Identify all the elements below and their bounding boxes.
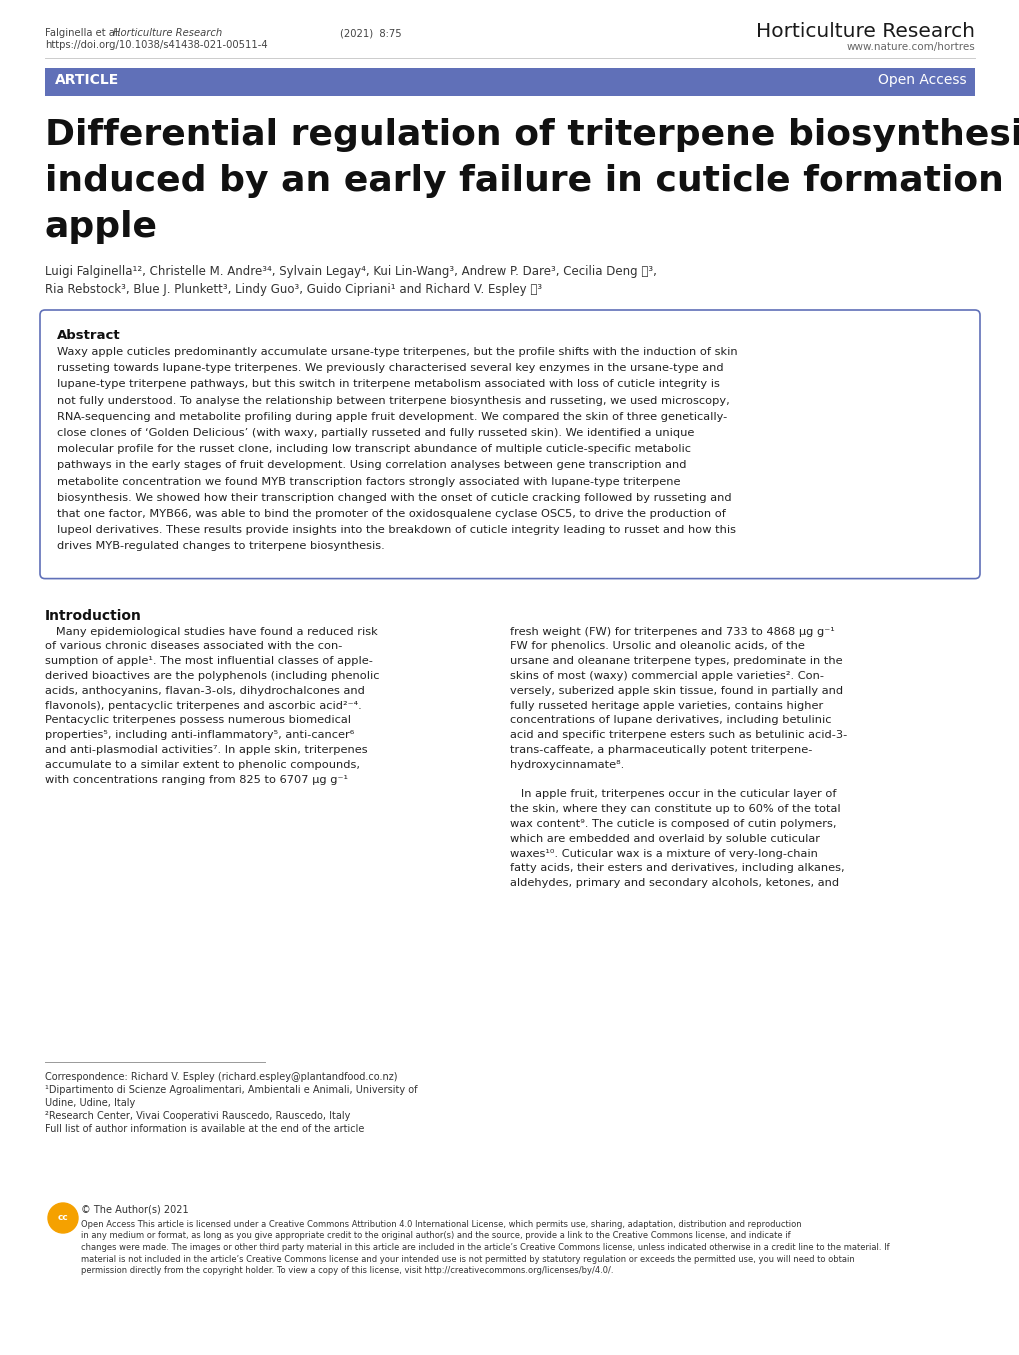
Text: russeting towards lupane-type triterpenes. We previously characterised several k: russeting towards lupane-type triterpene… xyxy=(57,363,722,373)
Text: ursane and oleanane triterpene types, predominate in the: ursane and oleanane triterpene types, pr… xyxy=(510,656,842,667)
Text: ARTICLE: ARTICLE xyxy=(55,73,119,87)
Text: Introduction: Introduction xyxy=(45,608,142,622)
Text: concentrations of lupane derivatives, including betulinic: concentrations of lupane derivatives, in… xyxy=(510,715,830,725)
Text: Differential regulation of triterpene biosynthesis: Differential regulation of triterpene bi… xyxy=(45,118,1019,152)
Text: which are embedded and overlaid by soluble cuticular: which are embedded and overlaid by solub… xyxy=(510,833,819,844)
Text: derived bioactives are the polyphenols (including phenolic: derived bioactives are the polyphenols (… xyxy=(45,671,379,682)
Text: versely, suberized apple skin tissue, found in partially and: versely, suberized apple skin tissue, fo… xyxy=(510,686,843,696)
Text: flavonols), pentacyclic triterpenes and ascorbic acid²⁻⁴.: flavonols), pentacyclic triterpenes and … xyxy=(45,701,362,710)
Text: permission directly from the copyright holder. To view a copy of this license, v: permission directly from the copyright h… xyxy=(81,1266,612,1275)
Text: changes were made. The images or other third party material in this article are : changes were made. The images or other t… xyxy=(81,1243,889,1252)
Text: material is not included in the article’s Creative Commons license and your inte: material is not included in the article’… xyxy=(81,1255,854,1263)
Text: fatty acids, their esters and derivatives, including alkanes,: fatty acids, their esters and derivative… xyxy=(510,863,844,874)
Text: biosynthesis. We showed how their transcription changed with the onset of cuticl: biosynthesis. We showed how their transc… xyxy=(57,493,731,503)
Text: Waxy apple cuticles predominantly accumulate ursane-type triterpenes, but the pr: Waxy apple cuticles predominantly accumu… xyxy=(57,347,737,356)
Text: drives MYB-regulated changes to triterpene biosynthesis.: drives MYB-regulated changes to triterpe… xyxy=(57,542,384,551)
Text: In apple fruit, triterpenes occur in the cuticular layer of: In apple fruit, triterpenes occur in the… xyxy=(510,790,836,799)
Text: close clones of ‘Golden Delicious’ (with waxy, partially russeted and fully russ: close clones of ‘Golden Delicious’ (with… xyxy=(57,428,694,438)
Text: acids, anthocyanins, flavan-3-ols, dihydrochalcones and: acids, anthocyanins, flavan-3-ols, dihyd… xyxy=(45,686,365,696)
Text: and anti-plasmodial activities⁷. In apple skin, triterpenes: and anti-plasmodial activities⁷. In appl… xyxy=(45,745,367,755)
Text: Open Access This article is licensed under a Creative Commons Attribution 4.0 In: Open Access This article is licensed und… xyxy=(81,1220,801,1229)
Text: Horticulture Research: Horticulture Research xyxy=(113,28,222,38)
Text: Pentacyclic triterpenes possess numerous biomedical: Pentacyclic triterpenes possess numerous… xyxy=(45,715,351,725)
Text: wax content⁹. The cuticle is composed of cutin polymers,: wax content⁹. The cuticle is composed of… xyxy=(510,818,836,829)
Text: Full list of author information is available at the end of the article: Full list of author information is avail… xyxy=(45,1125,364,1134)
Text: Correspondence: Richard V. Espley (richard.espley@plantandfood.co.nz): Correspondence: Richard V. Espley (richa… xyxy=(45,1072,397,1083)
Text: that one factor, MYB66, was able to bind the promoter of the oxidosqualene cycla: that one factor, MYB66, was able to bind… xyxy=(57,509,726,519)
Text: aldehydes, primary and secondary alcohols, ketones, and: aldehydes, primary and secondary alcohol… xyxy=(510,878,839,888)
Text: Many epidemiological studies have found a reduced risk: Many epidemiological studies have found … xyxy=(45,626,377,637)
Text: hydroxycinnamate⁸.: hydroxycinnamate⁸. xyxy=(510,760,624,770)
Bar xyxy=(45,68,974,96)
Text: molecular profile for the russet clone, including low transcript abundance of mu: molecular profile for the russet clone, … xyxy=(57,444,690,454)
Text: © The Author(s) 2021: © The Author(s) 2021 xyxy=(81,1205,189,1214)
Text: acid and specific triterpene esters such as betulinic acid-3-: acid and specific triterpene esters such… xyxy=(510,730,847,740)
Text: Abstract: Abstract xyxy=(57,329,120,341)
Text: (2021)  8:75: (2021) 8:75 xyxy=(339,28,401,38)
Text: ¹Dipartimento di Scienze Agroalimentari, Ambientali e Animali, University of: ¹Dipartimento di Scienze Agroalimentari,… xyxy=(45,1085,417,1095)
Text: FW for phenolics. Ursolic and oleanolic acids, of the: FW for phenolics. Ursolic and oleanolic … xyxy=(510,641,804,652)
FancyBboxPatch shape xyxy=(40,310,979,579)
Text: with concentrations ranging from 825 to 6707 μg g⁻¹: with concentrations ranging from 825 to … xyxy=(45,775,347,785)
Text: Falginella et al.: Falginella et al. xyxy=(45,28,124,38)
Text: of various chronic diseases associated with the con-: of various chronic diseases associated w… xyxy=(45,641,342,652)
Text: fresh weight (FW) for triterpenes and 733 to 4868 μg g⁻¹: fresh weight (FW) for triterpenes and 73… xyxy=(510,626,834,637)
Text: fully russeted heritage apple varieties, contains higher: fully russeted heritage apple varieties,… xyxy=(510,701,822,710)
Text: Ria Rebstock³, Blue J. Plunkett³, Lindy Guo³, Guido Cipriani¹ and Richard V. Esp: Ria Rebstock³, Blue J. Plunkett³, Lindy … xyxy=(45,283,541,295)
Text: RNA-sequencing and metabolite profiling during apple fruit development. We compa: RNA-sequencing and metabolite profiling … xyxy=(57,412,727,421)
Text: lupane-type triterpene pathways, but this switch in triterpene metabolism associ: lupane-type triterpene pathways, but thi… xyxy=(57,379,719,389)
Text: the skin, where they can constitute up to 60% of the total: the skin, where they can constitute up t… xyxy=(510,805,840,814)
Text: not fully understood. To analyse the relationship between triterpene biosynthesi: not fully understood. To analyse the rel… xyxy=(57,396,729,405)
Text: properties⁵, including anti-inflammatory⁵, anti-cancer⁶: properties⁵, including anti-inflammatory… xyxy=(45,730,354,740)
Text: sumption of apple¹. The most influential classes of apple-: sumption of apple¹. The most influential… xyxy=(45,656,373,667)
Text: Udine, Udine, Italy: Udine, Udine, Italy xyxy=(45,1098,136,1108)
Text: accumulate to a similar extent to phenolic compounds,: accumulate to a similar extent to phenol… xyxy=(45,760,360,770)
Text: trans-caffeate, a pharmaceutically potent triterpene-: trans-caffeate, a pharmaceutically poten… xyxy=(510,745,811,755)
Text: cc: cc xyxy=(57,1214,68,1222)
Text: Luigi Falginella¹², Christelle M. Andre³⁴, Sylvain Legay⁴, Kui Lin-Wang³, Andrew: Luigi Falginella¹², Christelle M. Andre³… xyxy=(45,266,656,278)
Text: ²Research Center, Vivai Cooperativi Rauscedo, Rauscedo, Italy: ²Research Center, Vivai Cooperativi Raus… xyxy=(45,1111,351,1121)
Text: skins of most (waxy) commercial apple varieties². Con-: skins of most (waxy) commercial apple va… xyxy=(510,671,823,682)
Text: Horticulture Research: Horticulture Research xyxy=(755,22,974,41)
Circle shape xyxy=(48,1203,77,1233)
Text: induced by an early failure in cuticle formation in: induced by an early failure in cuticle f… xyxy=(45,164,1019,198)
Text: https://doi.org/10.1038/s41438-021-00511-4: https://doi.org/10.1038/s41438-021-00511… xyxy=(45,41,267,50)
Text: apple: apple xyxy=(45,210,158,244)
Text: waxes¹⁰. Cuticular wax is a mixture of very-long-chain: waxes¹⁰. Cuticular wax is a mixture of v… xyxy=(510,848,817,859)
Text: www.nature.com/hortres: www.nature.com/hortres xyxy=(846,42,974,51)
Text: Open Access: Open Access xyxy=(877,73,966,87)
Text: in any medium or format, as long as you give appropriate credit to the original : in any medium or format, as long as you … xyxy=(81,1232,790,1240)
Text: metabolite concentration we found MYB transcription factors strongly associated : metabolite concentration we found MYB tr… xyxy=(57,477,680,486)
Text: pathways in the early stages of fruit development. Using correlation analyses be: pathways in the early stages of fruit de… xyxy=(57,461,686,470)
Text: lupeol derivatives. These results provide insights into the breakdown of cuticle: lupeol derivatives. These results provid… xyxy=(57,526,736,535)
